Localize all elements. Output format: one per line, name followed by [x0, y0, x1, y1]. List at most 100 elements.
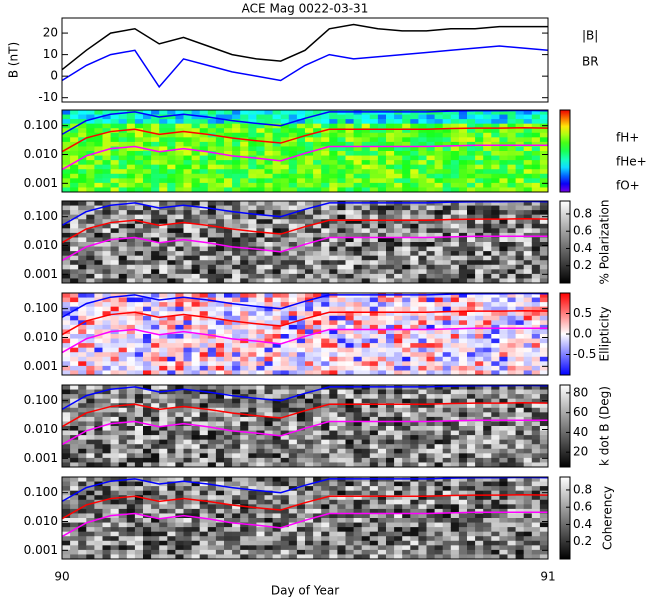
- spectrogram-cell: [499, 439, 508, 445]
- spectrogram-cell: [296, 246, 306, 252]
- spectrogram-cell: [167, 495, 176, 501]
- spectrogram-cell: [369, 128, 379, 134]
- spectrogram-cell: [475, 356, 484, 362]
- spectrogram-cell: [118, 146, 128, 152]
- spectrogram-cell: [215, 132, 225, 138]
- spectrogram-cell: [126, 398, 136, 404]
- spectrogram-cell: [86, 536, 95, 542]
- spectrogram-cell: [151, 269, 160, 275]
- spectrogram-cell: [199, 246, 209, 252]
- spectrogram-cell: [264, 531, 274, 537]
- spectrogram-cell: [288, 205, 298, 211]
- spectrogram-cell: [232, 504, 241, 510]
- spectrogram-cell: [418, 412, 427, 418]
- spectrogram-cell: [353, 119, 363, 125]
- spectrogram-cell: [361, 457, 371, 463]
- spectrogram-cell: [434, 444, 444, 450]
- spectrogram-cell: [296, 201, 306, 207]
- spectrogram-cell: [86, 403, 95, 409]
- spectrogram-cell: [329, 448, 338, 454]
- spectrogram-cell: [442, 457, 452, 463]
- spectrogram-cell: [483, 347, 492, 353]
- spectrogram-cell: [353, 430, 363, 436]
- spectrogram-cell: [458, 457, 468, 463]
- spectrogram-cell: [467, 365, 476, 371]
- spectrogram-cell: [377, 435, 387, 441]
- spectrogram-cell: [458, 444, 468, 450]
- spectrogram-cell: [86, 119, 95, 125]
- spectrogram-cell: [402, 302, 411, 308]
- spectrogram-cell: [515, 264, 525, 270]
- spectrogram-cell: [523, 246, 533, 252]
- spectrogram-cell: [248, 347, 257, 353]
- spectrogram-cell: [102, 264, 112, 270]
- spectrogram-cell: [118, 504, 128, 510]
- spectrogram-cell: [450, 269, 460, 275]
- spectrogram-cell: [175, 439, 184, 445]
- spectrogram-cell: [126, 522, 136, 528]
- spectrogram-cell: [94, 347, 103, 353]
- spectrogram-cell: [240, 114, 249, 120]
- spectrogram-cell: [434, 178, 444, 184]
- series-line: [61, 292, 549, 319]
- spectrogram-cell: [143, 187, 152, 193]
- spectrogram-cell: [426, 430, 436, 436]
- spectrogram-cell: [191, 421, 201, 427]
- spectrogram-cell: [296, 361, 306, 367]
- spectrogram-cell: [483, 205, 492, 211]
- spectrogram-cell: [483, 334, 492, 340]
- spectrogram-cell: [240, 311, 249, 317]
- spectrogram-cell: [94, 540, 103, 546]
- spectrogram-cell: [126, 338, 136, 344]
- spectrogram-cell: [118, 407, 128, 413]
- spectrogram-cell: [256, 110, 265, 116]
- spectrogram-cell: [394, 132, 403, 138]
- spectrogram-cell: [248, 394, 257, 400]
- y-axis-label: B (nT): [7, 42, 21, 78]
- spectrogram-cell: [361, 269, 371, 275]
- spectrogram-cell: [118, 114, 128, 120]
- spectrogram-cell: [305, 214, 314, 220]
- spectrogram-cell: [475, 123, 484, 129]
- y-tick-label: 10: [43, 47, 58, 61]
- spectrogram-cell: [70, 214, 79, 220]
- spectrogram-cell: [78, 365, 87, 371]
- spectrogram-cell: [305, 178, 314, 184]
- spectrogram-cell: [143, 549, 152, 555]
- spectrogram-cell: [507, 343, 517, 349]
- spectrogram-cell: [118, 251, 128, 257]
- spectrogram-cell: [126, 481, 136, 487]
- spectrogram-cell: [483, 343, 492, 349]
- spectrogram-cell: [62, 205, 71, 211]
- spectrogram-cell: [353, 219, 363, 225]
- spectrogram-cell: [207, 320, 217, 326]
- spectrogram-cell: [467, 403, 476, 409]
- spectrogram-cell: [361, 343, 371, 349]
- spectrogram-cell: [110, 356, 120, 362]
- spectrogram-cell: [232, 361, 241, 367]
- spectrogram-cell: [264, 453, 274, 459]
- spectrogram-cell: [224, 361, 233, 367]
- spectrogram-cell: [78, 347, 87, 353]
- spectrogram-cell: [78, 242, 87, 248]
- spectrogram-cell: [507, 255, 517, 261]
- spectrogram-cell: [183, 114, 193, 120]
- spectrogram-cell: [386, 151, 395, 157]
- spectrogram-cell: [159, 273, 168, 279]
- spectrogram-cell: [280, 160, 290, 166]
- spectrogram-cell: [426, 421, 436, 427]
- spectrogram-cell: [256, 320, 265, 326]
- spectrogram-cell: [442, 448, 452, 454]
- spectrogram-cell: [539, 228, 549, 234]
- spectrogram-cell: [329, 173, 338, 179]
- spectrogram-cell: [467, 338, 476, 344]
- spectrogram-cell: [377, 324, 387, 330]
- spectrogram-cell: [264, 448, 274, 454]
- spectrogram-cell: [94, 146, 103, 152]
- spectrogram-cell: [264, 160, 274, 166]
- spectrogram-cell: [450, 205, 460, 211]
- spectrogram-cell: [143, 481, 152, 487]
- spectrogram-cell: [175, 132, 184, 138]
- spectrogram-cell: [191, 365, 201, 371]
- spectrogram-cell: [394, 444, 403, 450]
